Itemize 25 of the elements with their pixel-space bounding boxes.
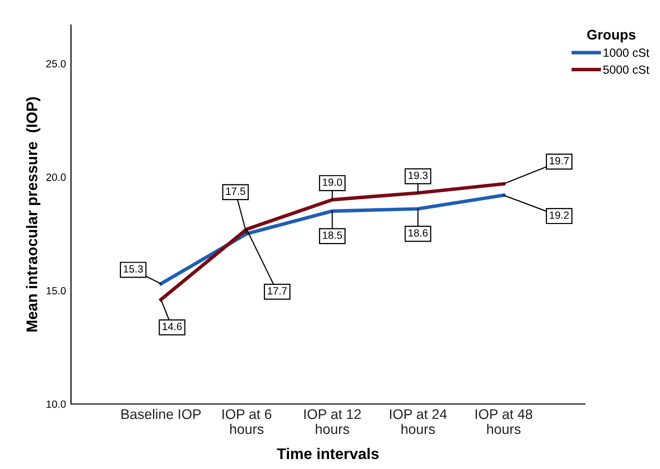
legend-title: Groups	[587, 30, 636, 42]
y-tick-label: 10.0	[46, 400, 66, 408]
x-tick-label: Baseline IOP	[122, 408, 201, 420]
y-tick-label: 20.0	[46, 174, 66, 181]
x-axis-title: Time intervals	[276, 448, 379, 460]
x-tick-label: IOP at 24 hours	[390, 409, 447, 434]
data-label: 14.6	[162, 322, 182, 330]
y-tick-label: 15.0	[46, 287, 66, 294]
legend-label: 5000 cSt	[603, 65, 650, 74]
legend-label: 1000 cSt	[604, 48, 650, 57]
y-axis-title: Mean intraocular pressure (IOP)	[26, 97, 40, 332]
data-label: 17.5	[226, 188, 246, 195]
x-tick-label: IOP at 6 hours	[222, 409, 272, 434]
data-label: 19.2	[550, 211, 569, 219]
data-label: 15.3	[124, 265, 143, 273]
x-tick-label: IOP at 12 hours	[304, 409, 361, 434]
data-label: 18.5	[322, 232, 342, 239]
line-series	[159, 193, 506, 286]
data-label: 18.6	[408, 229, 428, 237]
y-tick-label: 25.0	[46, 60, 66, 68]
data-label: 17.7	[268, 287, 287, 294]
x-tick-label: IOP at 48 hours	[476, 409, 532, 434]
data-label: 19.0	[322, 178, 342, 186]
data-label: 19.7	[550, 157, 569, 164]
data-label: 19.3	[408, 172, 428, 180]
